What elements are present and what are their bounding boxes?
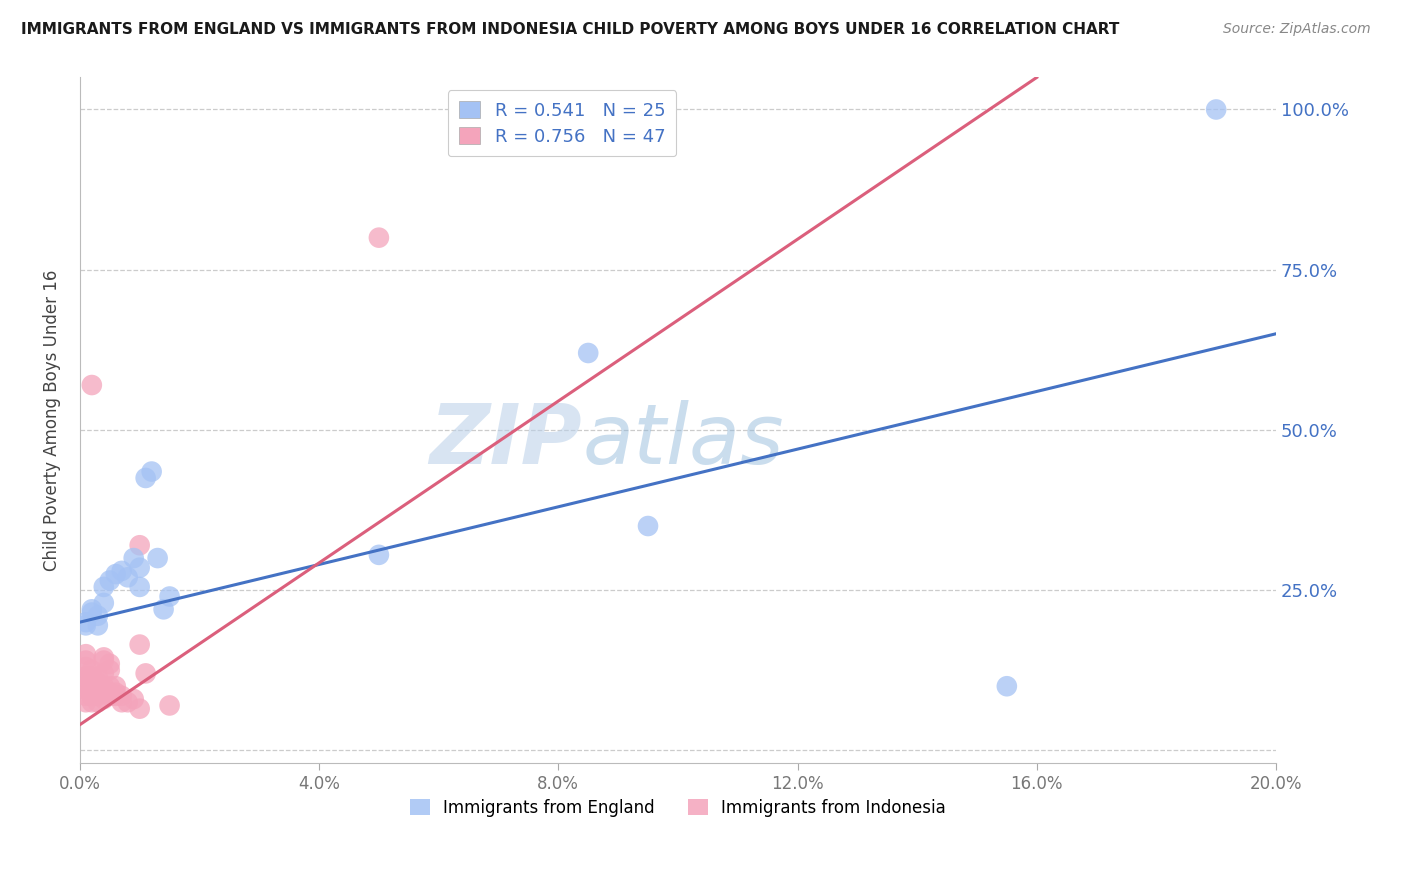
- Point: [367, 548, 389, 562]
- Point: [93, 654, 115, 668]
- Point: [135, 471, 157, 485]
- Point: [80, 676, 103, 690]
- Point: [80, 663, 103, 677]
- Y-axis label: Child Poverty Among Boys Under 16: Child Poverty Among Boys Under 16: [44, 269, 60, 571]
- Point: [128, 538, 150, 552]
- Point: [104, 689, 127, 703]
- Point: [80, 602, 103, 616]
- Point: [98, 679, 121, 693]
- Point: [75, 670, 97, 684]
- Point: [111, 689, 134, 703]
- Point: [93, 650, 115, 665]
- Point: [104, 567, 127, 582]
- Point: [75, 689, 97, 703]
- Point: [159, 590, 181, 604]
- Point: [87, 608, 110, 623]
- Point: [111, 564, 134, 578]
- Point: [75, 660, 97, 674]
- Point: [80, 679, 103, 693]
- Point: [117, 695, 139, 709]
- Point: [98, 685, 121, 699]
- Point: [135, 666, 157, 681]
- Point: [122, 692, 145, 706]
- Point: [87, 679, 110, 693]
- Point: [87, 689, 110, 703]
- Point: [80, 606, 103, 620]
- Point: [75, 682, 97, 697]
- Point: [117, 570, 139, 584]
- Point: [128, 560, 150, 574]
- Point: [75, 673, 97, 687]
- Point: [122, 551, 145, 566]
- Point: [80, 378, 103, 392]
- Point: [80, 695, 103, 709]
- Point: [75, 618, 97, 632]
- Point: [75, 615, 97, 629]
- Point: [141, 465, 163, 479]
- Point: [93, 692, 115, 706]
- Point: [98, 689, 121, 703]
- Point: [75, 654, 97, 668]
- Point: [1205, 103, 1227, 117]
- Point: [80, 689, 103, 703]
- Point: [98, 657, 121, 671]
- Point: [152, 602, 174, 616]
- Point: [98, 574, 121, 588]
- Point: [87, 695, 110, 709]
- Text: atlas: atlas: [582, 401, 785, 482]
- Text: IMMIGRANTS FROM ENGLAND VS IMMIGRANTS FROM INDONESIA CHILD POVERTY AMONG BOYS UN: IMMIGRANTS FROM ENGLAND VS IMMIGRANTS FR…: [21, 22, 1119, 37]
- Point: [75, 679, 97, 693]
- Point: [146, 551, 169, 566]
- Point: [93, 596, 115, 610]
- Legend: Immigrants from England, Immigrants from Indonesia: Immigrants from England, Immigrants from…: [404, 792, 953, 823]
- Point: [104, 679, 127, 693]
- Point: [637, 519, 659, 533]
- Point: [80, 670, 103, 684]
- Point: [367, 230, 389, 244]
- Point: [87, 676, 110, 690]
- Point: [75, 647, 97, 661]
- Point: [80, 685, 103, 699]
- Point: [128, 580, 150, 594]
- Point: [111, 695, 134, 709]
- Point: [576, 346, 599, 360]
- Point: [159, 698, 181, 713]
- Point: [104, 685, 127, 699]
- Text: Source: ZipAtlas.com: Source: ZipAtlas.com: [1223, 22, 1371, 37]
- Point: [93, 679, 115, 693]
- Point: [93, 685, 115, 699]
- Point: [128, 701, 150, 715]
- Point: [87, 618, 110, 632]
- Point: [87, 670, 110, 684]
- Text: ZIP: ZIP: [430, 401, 582, 482]
- Point: [93, 580, 115, 594]
- Point: [995, 679, 1018, 693]
- Point: [75, 695, 97, 709]
- Point: [93, 666, 115, 681]
- Point: [128, 638, 150, 652]
- Point: [87, 685, 110, 699]
- Point: [98, 663, 121, 677]
